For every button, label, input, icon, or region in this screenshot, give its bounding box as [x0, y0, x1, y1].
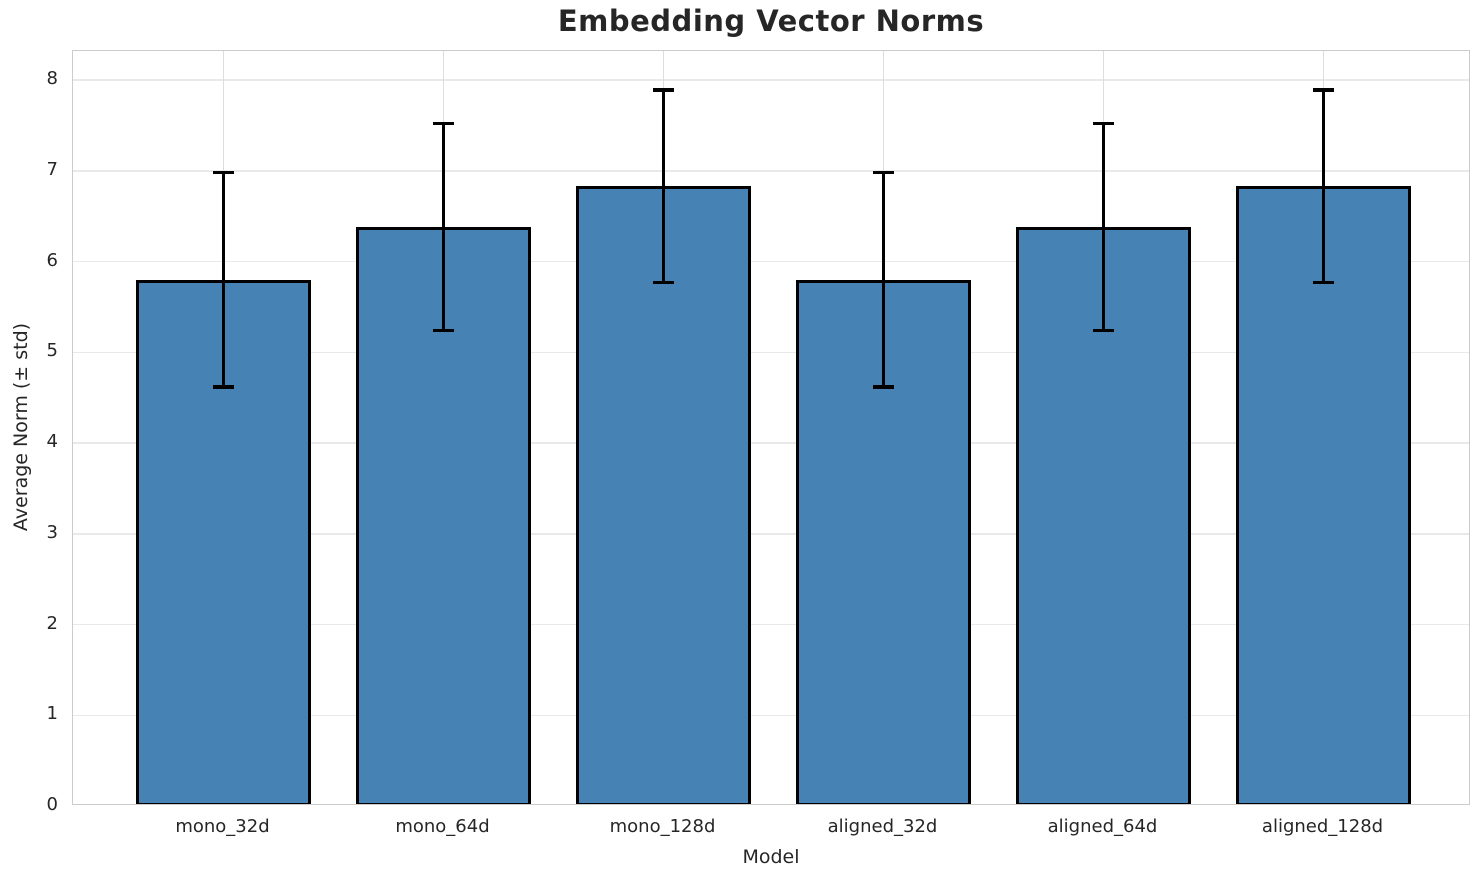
error-bar-line-aligned_32d: [881, 172, 886, 387]
h-gridline: [73, 533, 1469, 535]
error-bar-cap-bottom-aligned_128d: [1313, 280, 1334, 285]
x-tick-label: aligned_64d: [1047, 816, 1158, 837]
error-bar-cap-top-mono_128d: [653, 88, 674, 92]
h-gridline: [73, 260, 1469, 263]
y-tick-label: 8: [46, 68, 58, 90]
error-bar-line-aligned_128d: [1321, 90, 1326, 283]
h-gridline: [73, 623, 1469, 626]
y-tick-label: 0: [46, 794, 58, 815]
y-tick-label: 1: [46, 703, 58, 725]
error-bar-cap-top-aligned_64d: [1093, 121, 1114, 126]
x-tick-label: mono_32d: [175, 816, 270, 837]
error-bar-line-mono_128d: [661, 90, 666, 283]
y-tick-label: 7: [46, 158, 58, 180]
error-bar-line-mono_32d: [221, 172, 226, 387]
x-tick-label: aligned_128d: [1261, 816, 1384, 837]
error-bar-cap-bottom-aligned_32d: [873, 385, 894, 389]
error-bar-cap-top-aligned_128d: [1313, 88, 1334, 92]
error-bar-cap-bottom-mono_64d: [433, 328, 454, 333]
error-bar-cap-top-aligned_32d: [873, 170, 894, 175]
h-gridline: [73, 351, 1469, 354]
h-gridline: [73, 170, 1469, 172]
x-tick-label: mono_128d: [609, 816, 716, 837]
chart-title: Embedding Vector Norms: [557, 4, 985, 38]
bar-mono_128d: [576, 186, 751, 804]
error-bar-line-aligned_64d: [1101, 123, 1106, 331]
y-tick-label: 5: [46, 340, 58, 362]
h-gridline: [73, 714, 1469, 716]
error-bar-cap-top-mono_64d: [433, 121, 454, 126]
x-tick-label: mono_64d: [395, 816, 490, 837]
h-gridline: [73, 79, 1469, 81]
y-tick-label: 2: [46, 612, 58, 634]
y-axis-label: Average Norm (± std): [10, 322, 32, 532]
error-bar-cap-bottom-mono_32d: [213, 385, 234, 389]
error-bar-line-mono_64d: [441, 123, 446, 331]
x-tick-label: aligned_32d: [827, 816, 938, 837]
error-bar-cap-bottom-aligned_64d: [1093, 328, 1114, 333]
y-tick-label: 4: [46, 431, 58, 453]
y-tick-label: 3: [46, 521, 58, 543]
error-bar-cap-top-mono_32d: [213, 170, 234, 175]
y-tick-label: 6: [46, 249, 58, 271]
h-gridline: [73, 442, 1469, 444]
plot-area: [72, 50, 1470, 805]
error-bar-cap-bottom-mono_128d: [653, 280, 674, 285]
x-axis-label: Model: [742, 846, 800, 868]
